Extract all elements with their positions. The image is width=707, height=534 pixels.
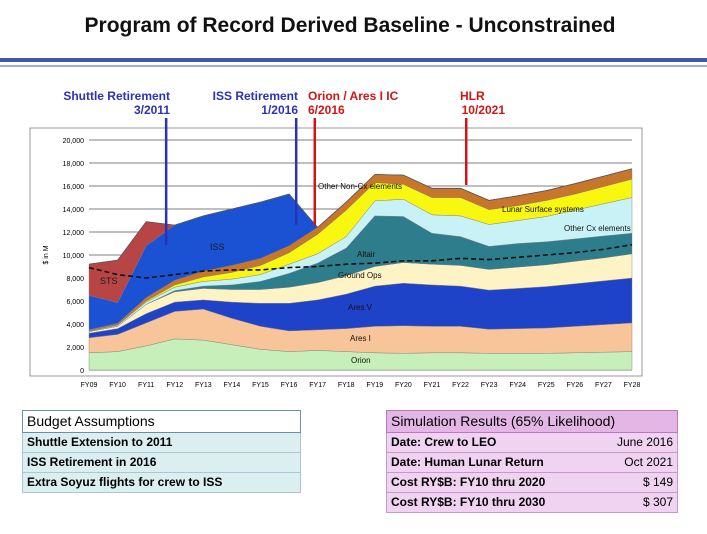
milestone-label: ISS Retirement [212,89,298,103]
budget-row: Extra Soyuz flights for crew to ISS [22,473,301,493]
x-tick-label: FY16 [281,382,298,389]
area-label: Ground Ops [338,271,382,280]
page-title: Program of Record Derived Baseline - Unc… [84,14,616,37]
y-tick-label: 12,000 [63,230,85,237]
simulation-row-label: Date: Crew to LEO [391,435,497,449]
simulation-row: Cost RY$B: FY10 thru 2020 $ 149 [386,473,678,493]
budget-assumptions-table: Budget Assumptions Shuttle Extension to … [22,410,301,493]
milestone-date: 1/2016 [261,103,298,117]
simulation-row-value: June 2016 [616,435,673,449]
budget-row-text: Extra Soyuz flights for crew to ISS [27,475,223,489]
y-tick-label: 14,000 [63,207,85,214]
y-tick-label: 4,000 [66,322,84,329]
budget-row: ISS Retirement in 2016 [22,453,301,473]
budget-header: Budget Assumptions [22,410,301,433]
y-axis-label: $ in M [43,245,50,264]
x-tick-label: FY09 [81,382,98,389]
area-label: Other Non-Cx elements [318,182,402,191]
x-tick-label: FY14 [224,382,241,389]
budget-row: Shuttle Extension to 2011 [22,433,301,453]
title-rule-thick [0,58,707,62]
x-tick-label: FY11 [138,382,154,389]
simulation-row: Cost RY$B: FY10 thru 2030 $ 307 [386,493,678,513]
simulation-row-value: Oct 2021 [624,455,673,469]
x-tick-label: FY15 [252,382,269,389]
x-tick-label: FY18 [338,382,355,389]
simulation-row-label: Date: Human Lunar Return [391,455,544,469]
area-label: ISS [210,242,225,252]
y-tick-label: 8,000 [66,276,84,283]
x-tick-label: FY27 [595,382,612,389]
area-label: STS [100,276,118,286]
x-tick-label: FY12 [166,382,183,389]
simulation-row: Date: Human Lunar Return Oct 2021 [386,453,678,473]
x-tick-label: FY28 [624,382,641,389]
title-rule-thin [0,65,707,67]
budget-area-chart: 0 2,000 4,000 6,000 8,000 10,000 12,000 14,000 1… [29,118,643,389]
x-tick-label: FY25 [538,382,555,389]
x-tick-label: FY23 [481,382,498,389]
y-tick-label: 20,000 [63,138,85,145]
area-label: Altair [357,250,376,259]
baseline-dashed-line [88,243,633,279]
budget-row-text: Shuttle Extension to 2011 [27,435,173,449]
milestone-date: 6/2016 [308,103,345,117]
simulation-row-label: Cost RY$B: FY10 thru 2030 [391,495,546,509]
milestone-iss-retirement: ISS Retirement 1/2016 [200,89,298,117]
x-tick-label: FY21 [424,382,441,389]
x-tick-label: FY22 [452,382,469,389]
milestone-shuttle-retirement: Shuttle Retirement 3/2011 [44,89,170,117]
y-tick-label: 2,000 [66,345,84,352]
simulation-results-table: Simulation Results (65% Likelihood) Date… [386,410,678,513]
area-label: Orion [351,356,371,365]
x-tick-label: FY10 [109,382,126,389]
y-tick-label: 16,000 [63,184,85,191]
milestone-orion-ares-ic: Orion / Ares I IC 6/2016 [308,89,408,117]
milestone-label: HLR [460,89,485,103]
simulation-row-value: $ 149 [642,475,673,489]
x-tick-label: FY13 [195,382,212,389]
x-tick-label: FY26 [566,382,583,389]
milestone-date: 3/2011 [133,103,170,117]
x-tick-label: FY20 [395,382,412,389]
area-label: Ares I [350,334,371,343]
simulation-header: Simulation Results (65% Likelihood) [386,410,678,433]
y-tick-label: 0 [80,368,84,375]
milestone-label: Shuttle Retirement [63,89,170,103]
budget-row-text: ISS Retirement in 2016 [27,455,157,469]
milestone-date: 10/2021 [461,103,505,117]
simulation-row-value: $ 307 [642,495,673,509]
x-tick-label: FY24 [509,382,526,389]
area-label: Lunar Surface systems [502,205,584,214]
y-tick-label: 10,000 [63,253,85,260]
area-label: Ares V [348,303,373,312]
x-tick-label: FY17 [309,382,326,389]
area-label: Other Cx elements [564,224,631,233]
milestone-hlr: HLR 10/2021 [430,89,505,117]
stack-top-line [88,168,633,265]
x-tick-label: FY19 [366,382,383,389]
y-tick-label: 18,000 [63,161,85,168]
simulation-row-label: Cost RY$B: FY10 thru 2020 [391,475,546,489]
milestone-label: Orion / Ares I IC [308,89,399,103]
simulation-row: Date: Crew to LEO June 2016 [386,433,678,453]
y-tick-label: 6,000 [66,299,84,306]
